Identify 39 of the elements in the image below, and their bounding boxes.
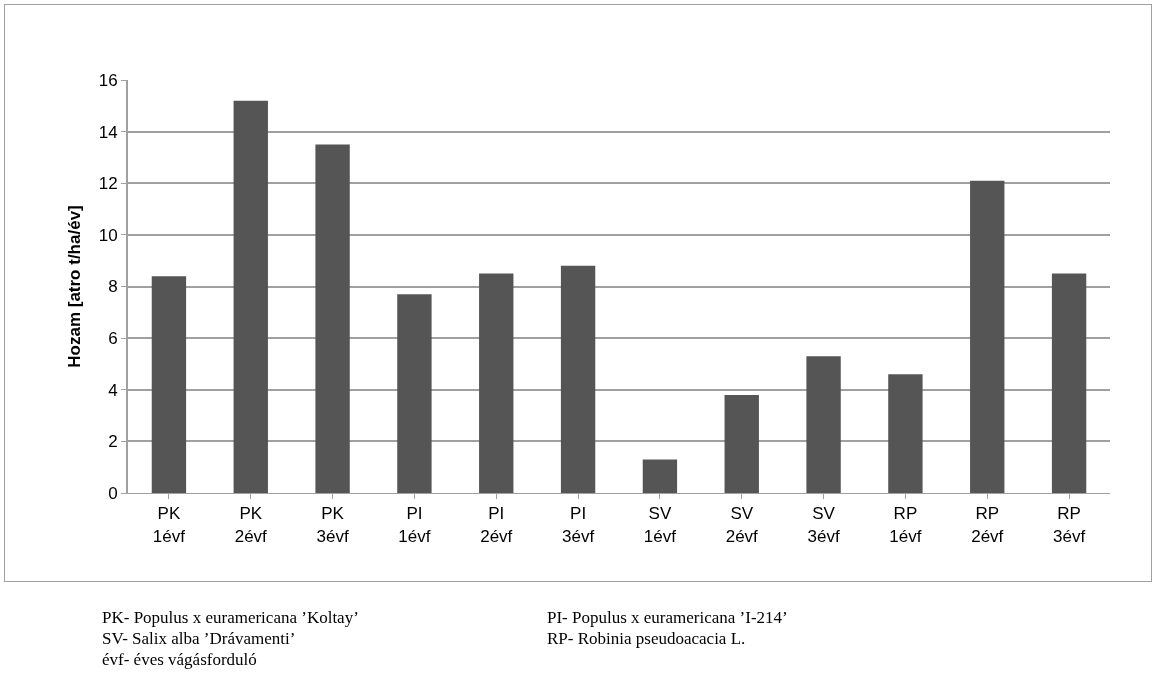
x-tick-label: SV 2évf — [725, 504, 759, 546]
text: PI- Populus x euramericana ’I-214’ — [547, 608, 788, 627]
bar — [233, 100, 268, 493]
y-tick-label: 2 — [108, 432, 118, 452]
bar — [888, 374, 923, 493]
y-tick-label: 16 — [98, 70, 118, 90]
bar — [151, 276, 187, 493]
bar — [642, 459, 678, 493]
x-tick-label: SV 1évf — [643, 504, 677, 546]
bar — [1051, 273, 1087, 493]
x-tick-label: RP 1évf — [889, 504, 922, 546]
y-tick-label: 12 — [98, 174, 118, 194]
text: SV- Salix alba ’Drávamenti’ — [102, 629, 296, 648]
y-tick-label: 10 — [98, 225, 118, 245]
y-tick-label: 4 — [108, 380, 118, 400]
y-tick-label: 6 — [108, 329, 118, 349]
text: RP- Robinia pseudoacacia L. — [547, 629, 746, 648]
x-tick-label: PI 1évf — [398, 504, 431, 546]
bar — [970, 180, 1005, 493]
bar — [315, 144, 350, 493]
x-tick-label: RP 2évf — [971, 504, 1004, 546]
y-tick-label: 0 — [108, 483, 118, 503]
x-tick-label: PK 1évf — [152, 504, 186, 546]
x-tick-label: PK 2évf — [234, 504, 268, 546]
bar — [724, 394, 759, 493]
y-tick-label: 14 — [98, 122, 118, 142]
text: PK- Populus x euramericana ’Koltay’ — [102, 608, 359, 627]
x-tick-label: PK 3évf — [316, 504, 349, 546]
y-axis-title: Hozam [atro t/ha/év] — [64, 205, 84, 368]
text: évf- éves vágásforduló — [102, 650, 257, 669]
bar — [560, 265, 596, 493]
bar — [397, 294, 432, 493]
x-tick-label: PI 3évf — [562, 504, 595, 546]
x-tick-label: PI 2évf — [480, 504, 513, 546]
bar — [479, 273, 514, 493]
bar — [806, 356, 841, 493]
x-tick-label: SV 3évf — [807, 504, 840, 546]
x-tick-label: RP 3évf — [1053, 504, 1086, 546]
y-tick-label: 8 — [108, 277, 118, 297]
